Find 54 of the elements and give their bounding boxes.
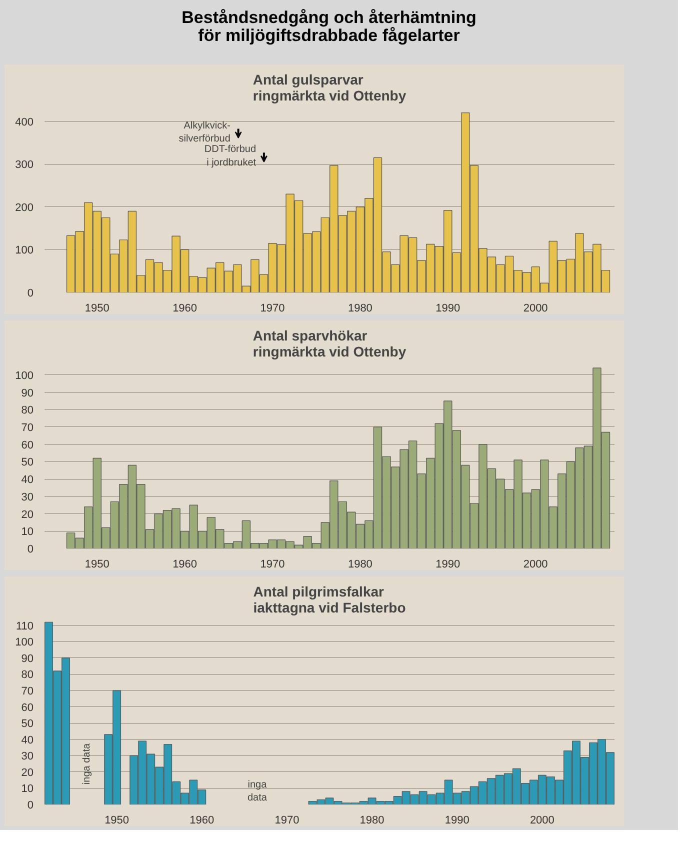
x-tick-label: 2000 <box>523 558 548 570</box>
y-tick-label: 0 <box>27 288 34 300</box>
y-tick-label: 100 <box>15 636 34 649</box>
x-tick-label: 1970 <box>260 558 285 570</box>
y-tick-label: 70 <box>21 422 34 434</box>
y-tick-label: 0 <box>27 544 34 556</box>
y-tick-label: 80 <box>21 404 34 417</box>
x-tick-label: 1980 <box>360 814 384 826</box>
y-tick-label: 100 <box>15 244 34 257</box>
y-tick-label: 80 <box>21 669 34 682</box>
x-tick-label: 1950 <box>104 814 130 826</box>
y-tick-label: 20 <box>21 508 34 521</box>
y-tick-label: 110 <box>16 620 34 632</box>
y-tick-label: 70 <box>21 686 34 698</box>
x-tick-label: 1990 <box>436 558 460 570</box>
y-tick-label: 300 <box>15 159 34 172</box>
y-tick-label: 60 <box>21 702 34 714</box>
y-tick-label: 50 <box>21 456 34 469</box>
y-tick-label: 20 <box>21 766 34 779</box>
annotation: inga data <box>247 780 268 804</box>
x-tick-label: 1950 <box>84 302 110 314</box>
text: Beståndsnedgång och återhämtning för miljögiftsdrabbade fågelarter <box>180 8 478 45</box>
y-tick-label: 30 <box>21 750 34 763</box>
x-tick-label: 1980 <box>348 302 372 314</box>
annotation: inga data <box>82 743 93 785</box>
x-tick-label: 2000 <box>530 814 554 826</box>
x-tick-label: 1970 <box>260 302 285 314</box>
x-tick-label: 1960 <box>172 558 198 570</box>
y-tick-label: 10 <box>21 783 34 796</box>
x-tick-label: 1960 <box>190 814 214 826</box>
annotation: Alkylkvick- silverförbud <box>178 120 230 145</box>
y-tick-label: 40 <box>21 734 34 746</box>
x-tick-label: 2000 <box>523 302 548 314</box>
y-tick-label: 40 <box>21 474 34 486</box>
x-tick-label: 1980 <box>348 558 372 570</box>
y-tick-label: 90 <box>21 652 34 665</box>
y-tick-label: 100 <box>15 370 34 382</box>
chart-title: Antal sparvhökar ringmärkta vid Ottenby <box>252 328 406 360</box>
y-tick-label: 400 <box>15 116 34 128</box>
x-tick-label: 1970 <box>274 814 300 826</box>
chart-title: Antal gulsparvar ringmärkta vid Ottenby <box>252 72 406 104</box>
x-tick-label: 1960 <box>172 302 198 314</box>
y-tick-label: 60 <box>21 439 34 452</box>
y-tick-label: 90 <box>21 387 34 400</box>
x-tick-label: 1990 <box>436 302 460 314</box>
annotation: DDT-förbud i jordbruket <box>204 144 256 168</box>
chart-title: Antal pilgrimsfalkar iakttagna vid Falsterbo <box>253 584 406 616</box>
x-tick-label: 1990 <box>444 814 470 826</box>
y-tick-label: 50 <box>21 718 34 730</box>
y-tick-label: 30 <box>21 491 34 504</box>
x-tick-label: 1950 <box>84 558 110 570</box>
y-tick-label: 200 <box>15 202 34 214</box>
y-tick-label: 0 <box>27 800 34 812</box>
y-tick-label: 10 <box>21 526 34 538</box>
